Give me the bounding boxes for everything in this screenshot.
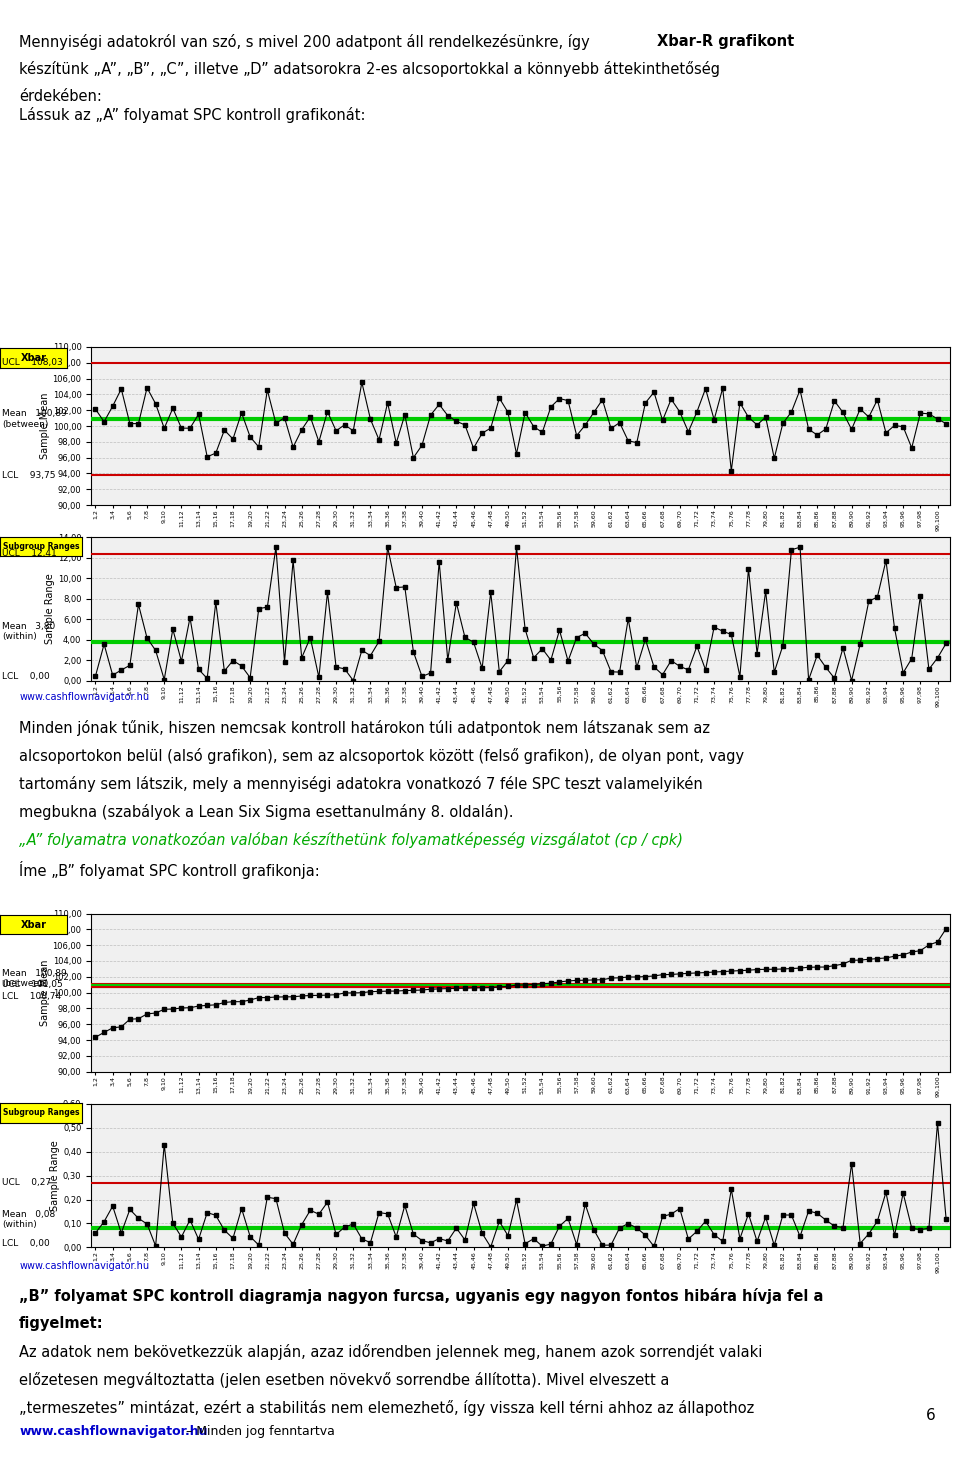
- Text: figyelmet:: figyelmet:: [19, 1316, 104, 1331]
- Text: érdekében:: érdekében:: [19, 89, 102, 104]
- Text: Az adatok nem bekövetkezzük alapján, azaz időrendben jelennek meg, hanem azok so: Az adatok nem bekövetkezzük alapján, aza…: [19, 1344, 762, 1360]
- Text: Xbar-R grafikont: Xbar-R grafikont: [657, 34, 794, 48]
- Y-axis label: Sample Range: Sample Range: [50, 1140, 60, 1211]
- Text: Mean   3,80
(within): Mean 3,80 (within): [2, 622, 55, 641]
- Text: készítünk „A”, „B”, „C”, illetve „D” adatsorokra 2-es alcsoportokkal a könnyebb : készítünk „A”, „B”, „C”, illetve „D” ada…: [19, 61, 720, 78]
- Text: Minden jónak tűnik, hiszen nemcsak kontroll határokon túli adatpontok nem látsza: Minden jónak tűnik, hiszen nemcsak kontr…: [19, 720, 710, 736]
- Text: UCL    0,27: UCL 0,27: [2, 1179, 51, 1187]
- Text: Xbar: Xbar: [20, 919, 47, 930]
- Y-axis label: Sample Mean: Sample Mean: [39, 959, 50, 1026]
- Text: 6: 6: [926, 1408, 936, 1423]
- Text: Íme „B” folyamat SPC kontroll grafikonja:: Íme „B” folyamat SPC kontroll grafikonja…: [19, 861, 320, 878]
- Text: alcsoportokon belül (alsó grafikon), sem az alcsoportok között (felső grafikon),: alcsoportokon belül (alsó grafikon), sem…: [19, 748, 744, 764]
- Text: LCL    0,00: LCL 0,00: [2, 1239, 50, 1247]
- Text: tartomány sem látszik, mely a mennyiségi adatokra vonatkozó 7 féle SPC teszt val: tartomány sem látszik, mely a mennyiségi…: [19, 776, 703, 792]
- Text: UCL    101,05: UCL 101,05: [2, 979, 62, 988]
- Y-axis label: Sample Range: Sample Range: [45, 574, 55, 644]
- Text: UCL    12,41: UCL 12,41: [2, 549, 57, 558]
- Text: www.cashflownavigator.hu: www.cashflownavigator.hu: [19, 692, 150, 703]
- Text: Mennyiségi adatokról van szó, s mivel 200 adatpont áll rendelkezésünkre, így: Mennyiségi adatokról van szó, s mivel 20…: [19, 34, 594, 50]
- Text: Mean   100,89
(between): Mean 100,89 (between): [2, 410, 66, 429]
- Text: LCL    0,00: LCL 0,00: [2, 672, 50, 681]
- Text: Xbar: Xbar: [20, 353, 47, 363]
- Text: Subgroup Ranges: Subgroup Ranges: [3, 542, 79, 550]
- Text: előzetesen megváltoztatta (jelen esetben növekvő sorrendbe állította). Mivel elv: előzetesen megváltoztatta (jelen esetben…: [19, 1372, 669, 1388]
- Text: – Minden jog fenntartva: – Minden jog fenntartva: [182, 1424, 335, 1438]
- Text: megbukna (szabályok a Lean Six Sigma esettanulmány 8. oldalán).: megbukna (szabályok a Lean Six Sigma ese…: [19, 804, 514, 820]
- Text: www.cashflownavigator.hu: www.cashflownavigator.hu: [19, 1424, 207, 1438]
- Text: Mean   0,08
(within): Mean 0,08 (within): [2, 1209, 55, 1230]
- Text: „termeszetes” mintázat, ezért a stabilitás nem elemezhető, így vissza kell térni: „termeszetes” mintázat, ezért a stabilit…: [19, 1400, 755, 1416]
- Text: LCL    100,74: LCL 100,74: [2, 993, 61, 1001]
- Text: Lássuk az „A” folyamat SPC kontroll grafikonát:: Lássuk az „A” folyamat SPC kontroll graf…: [19, 107, 366, 123]
- Text: LCL    93,75: LCL 93,75: [2, 471, 56, 480]
- Text: Subgroup Ranges: Subgroup Ranges: [3, 1108, 79, 1117]
- Y-axis label: Sample Mean: Sample Mean: [39, 392, 50, 460]
- Text: „B” folyamat SPC kontroll diagramja nagyon furcsa, ugyanis egy nagyon fontos hib: „B” folyamat SPC kontroll diagramja nagy…: [19, 1288, 824, 1304]
- Text: Mean   100,89
(between): Mean 100,89 (between): [2, 969, 66, 988]
- Text: UCL    108,03: UCL 108,03: [2, 359, 62, 367]
- Text: www.cashflownavigator.hu: www.cashflownavigator.hu: [19, 1261, 150, 1271]
- Text: „A” folyamatra vonatkozóan valóban készíthetünk folyamatképesség vizsgálatot (cp: „A” folyamatra vonatkozóan valóban készí…: [19, 832, 684, 848]
